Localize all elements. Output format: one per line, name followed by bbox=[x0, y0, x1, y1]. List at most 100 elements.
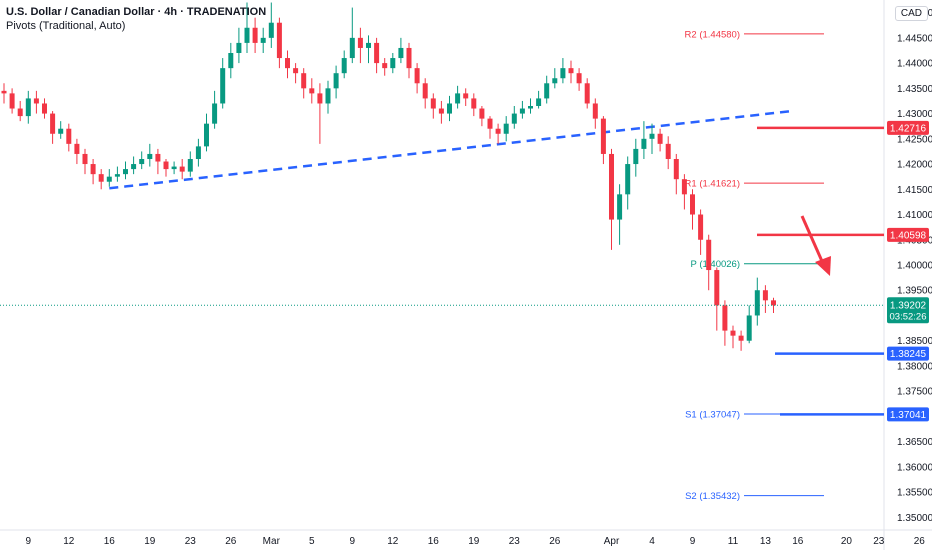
candle-body bbox=[374, 42, 380, 64]
candle-body bbox=[285, 58, 290, 69]
candle-body bbox=[414, 68, 420, 84]
x-tick-label: 11 bbox=[728, 536, 739, 547]
last-price-label: 1.39202 bbox=[890, 300, 927, 311]
candle-body bbox=[544, 83, 550, 99]
candle-body bbox=[406, 47, 412, 69]
candle-body bbox=[260, 37, 266, 43]
candle-body bbox=[252, 27, 258, 43]
candle-body bbox=[673, 159, 679, 180]
candle-body bbox=[560, 68, 566, 79]
x-tick-label: 26 bbox=[225, 536, 237, 547]
y-tick-label: 1.42500 bbox=[897, 134, 932, 145]
candle-body bbox=[147, 153, 153, 159]
candle-body bbox=[114, 174, 120, 177]
x-tick-label: 23 bbox=[509, 536, 521, 547]
level-price-tag bbox=[887, 346, 929, 361]
candle-body bbox=[341, 58, 347, 74]
candle-body bbox=[430, 98, 436, 109]
candle-body bbox=[163, 161, 169, 170]
y-tick-label: 1.38500 bbox=[897, 336, 932, 347]
candle-body bbox=[495, 128, 501, 134]
candle-body bbox=[317, 93, 323, 104]
y-tick-label: 1.36000 bbox=[897, 462, 932, 473]
candle-body bbox=[309, 88, 315, 94]
x-tick-label: 13 bbox=[760, 536, 772, 547]
candle-body bbox=[204, 123, 209, 147]
candle-body bbox=[139, 159, 145, 165]
candle-body bbox=[617, 194, 623, 220]
pivot-label-s1: S1 (1.37047) bbox=[685, 410, 740, 421]
x-tick-label: 19 bbox=[468, 536, 480, 547]
x-tick-label: 12 bbox=[63, 536, 75, 547]
candle-body bbox=[276, 22, 282, 59]
candle-body bbox=[74, 143, 80, 154]
symbol-title[interactable]: U.S. Dollar / Canadian Dollar · 4h · TRA… bbox=[6, 6, 267, 18]
candle-body bbox=[552, 78, 558, 84]
candle-body bbox=[576, 73, 582, 84]
candle-body bbox=[511, 113, 517, 124]
candle-body bbox=[754, 290, 760, 316]
candle-body bbox=[1, 90, 7, 94]
candle-body bbox=[649, 133, 655, 139]
candle-body bbox=[479, 108, 485, 119]
candle-body bbox=[244, 27, 250, 43]
candle-body bbox=[722, 305, 728, 331]
candle-body bbox=[422, 83, 428, 99]
candle-body bbox=[528, 106, 533, 109]
bearish-arrow-shaft bbox=[800, 215, 827, 269]
x-tick-label: 9 bbox=[350, 536, 356, 547]
x-tick-label: 20 bbox=[841, 536, 853, 547]
candle-body bbox=[690, 194, 695, 215]
candle-body bbox=[228, 53, 234, 69]
candle-body bbox=[657, 133, 663, 144]
pivot-label-p: P (1.40026) bbox=[691, 259, 740, 270]
candle-body bbox=[171, 166, 177, 170]
candle-body bbox=[438, 108, 444, 114]
candle-body bbox=[58, 128, 64, 134]
currency-badge[interactable]: CAD bbox=[894, 6, 928, 21]
y-tick-label: 1.39500 bbox=[897, 286, 932, 297]
candle-body bbox=[746, 315, 752, 341]
x-tick-label: 4 bbox=[649, 536, 655, 547]
trendline bbox=[109, 109, 792, 190]
pivot-label-s2: S2 (1.35432) bbox=[685, 491, 740, 502]
x-tick-label: 9 bbox=[26, 536, 32, 547]
y-tick-label: 1.38000 bbox=[897, 361, 932, 372]
last-price-tag bbox=[887, 297, 929, 324]
level-price-label: 1.38245 bbox=[890, 349, 927, 360]
candle-body bbox=[66, 128, 72, 144]
x-tick-label: 12 bbox=[387, 536, 399, 547]
pivot-label-r2: R2 (1.44580) bbox=[685, 29, 740, 40]
x-tick-label: 23 bbox=[185, 536, 197, 547]
candle-body bbox=[706, 239, 712, 271]
candle-body bbox=[220, 68, 226, 104]
level-price-tag bbox=[887, 120, 929, 135]
candle-body bbox=[681, 179, 687, 195]
x-tick-label: 26 bbox=[914, 536, 926, 547]
candle-body bbox=[390, 58, 396, 69]
candle-body bbox=[25, 98, 31, 117]
chart-header: U.S. Dollar / Canadian Dollar · 4h · TRA… bbox=[6, 5, 266, 33]
y-tick-label: 1.35500 bbox=[897, 488, 932, 499]
pivot-label-r1: R1 (1.41621) bbox=[685, 179, 740, 190]
x-tick-label: Apr bbox=[604, 536, 620, 547]
candle-body bbox=[447, 103, 452, 114]
x-tick-label: 16 bbox=[428, 536, 440, 547]
candle-body bbox=[366, 42, 371, 48]
x-tick-label: 9 bbox=[690, 536, 696, 547]
level-price-label: 1.37041 bbox=[890, 410, 927, 421]
candle-body bbox=[730, 330, 736, 336]
candle-body bbox=[98, 174, 104, 182]
countdown-label: 03:52:26 bbox=[890, 311, 927, 322]
candle-body bbox=[50, 113, 56, 134]
candle-body bbox=[195, 146, 201, 159]
candle-body bbox=[301, 73, 307, 89]
candle-body bbox=[592, 103, 598, 119]
candle-body bbox=[325, 88, 331, 104]
candle-body bbox=[633, 148, 639, 165]
indicator-label[interactable]: Pivots (Traditional, Auto) bbox=[6, 20, 126, 32]
x-tick-label: Mar bbox=[263, 536, 281, 547]
x-tick-label: 16 bbox=[104, 536, 116, 547]
candle-body bbox=[463, 93, 469, 99]
